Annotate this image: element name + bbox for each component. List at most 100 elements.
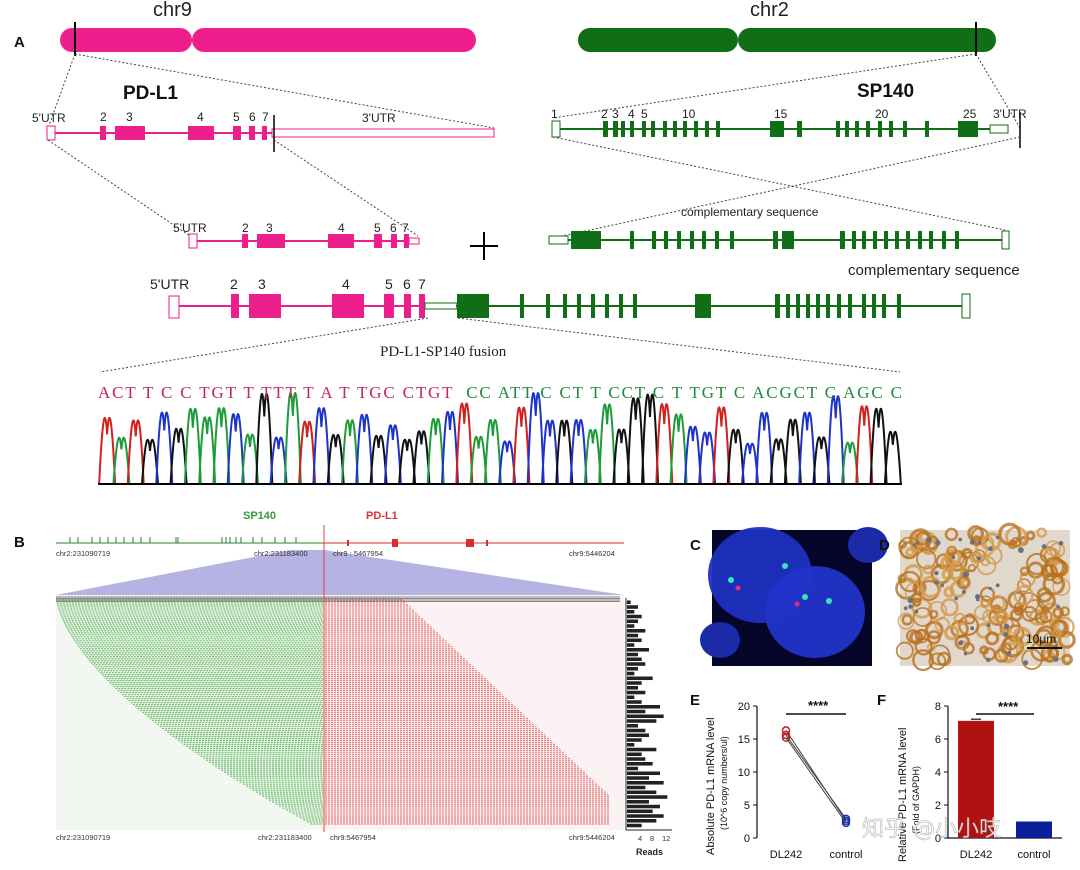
ihc-nucleus xyxy=(1056,604,1060,609)
reads-histogram-bar xyxy=(627,743,635,747)
ihc-cell-membrane xyxy=(912,649,935,672)
sp140-exon-label: 3 xyxy=(612,107,619,121)
ihc-nucleus xyxy=(934,570,939,576)
ihc-nucleus xyxy=(1053,656,1059,662)
pdl1-exon-label: 3 xyxy=(126,110,133,124)
b-bottom-coord: chr2:231183400 xyxy=(258,833,312,842)
b-reads-tick: 12 xyxy=(662,834,670,843)
reads-histogram-bar xyxy=(627,614,642,619)
chromatogram-peak xyxy=(455,402,474,485)
e-point-control xyxy=(841,818,851,828)
chr9-label: chr9 xyxy=(153,0,192,21)
ihc-cell-membrane xyxy=(897,612,915,630)
ihc-cell-membrane xyxy=(944,625,960,641)
e-y-tick-label: 10 xyxy=(738,767,750,779)
e-y-tick-label: 15 xyxy=(738,734,750,746)
middle-exon-label: 2 xyxy=(242,221,249,235)
e-pair-line xyxy=(785,737,847,824)
b-bottom-coord: chr9:5446204 xyxy=(569,833,615,842)
reads-histogram-bar xyxy=(627,686,638,690)
ihc-cell-membrane xyxy=(979,645,989,656)
f-y-tick-label: 4 xyxy=(935,767,941,779)
ihc-nucleus xyxy=(962,589,966,594)
panel-label-d: D xyxy=(879,537,890,554)
ihc-nucleus xyxy=(977,540,982,544)
reads-histogram-bar xyxy=(627,624,635,628)
e-ylabel-units: (10^6 copy numbers/ul) xyxy=(719,736,729,830)
reads-histogram-bar xyxy=(627,804,660,809)
ihc-cell-membrane xyxy=(1051,628,1063,639)
sp140-exon-label: 25 xyxy=(963,107,977,121)
ihc-nucleus xyxy=(935,540,941,546)
chromatogram-peak xyxy=(569,419,588,485)
ihc-cell-membrane xyxy=(924,620,944,640)
fusion-title: PD-L1-SP140 fusion xyxy=(380,344,507,360)
ihc-cell-membrane xyxy=(934,616,950,633)
ihc-cell-membrane xyxy=(922,564,934,575)
ihc-nucleus xyxy=(1041,544,1047,549)
chromatogram-peak xyxy=(255,393,274,485)
reads-histogram-bar xyxy=(627,638,642,643)
ihc-nucleus xyxy=(1023,660,1029,666)
e-ylabel: Absolute PD-L1 mRNA level xyxy=(705,717,717,855)
reads-histogram-bar xyxy=(627,605,638,609)
ihc-cell-membrane xyxy=(973,605,989,620)
chromatogram-peak xyxy=(741,442,759,485)
pdl1-exon-label: 6 xyxy=(249,110,256,124)
ihc-cell-membrane xyxy=(998,522,1022,546)
chromatogram-peak xyxy=(583,429,602,485)
reads-histogram-bar xyxy=(627,681,642,685)
ihc-nucleus xyxy=(963,652,968,656)
ihc-nucleus xyxy=(934,580,939,585)
ihc-cell-membrane xyxy=(1040,644,1059,663)
f-x-tick-label: control xyxy=(1017,849,1050,861)
ihc-cell-membrane xyxy=(912,607,933,627)
ihc-nucleus xyxy=(903,606,908,611)
f-ylabel-units: (Fold of GAPDH) xyxy=(911,766,921,834)
ihc-cell-membrane xyxy=(961,547,973,560)
reads-histogram-bar xyxy=(627,714,664,719)
fusion-exon-label: 3 xyxy=(258,276,266,292)
reads-histogram-bar xyxy=(627,643,635,647)
ihc-nucleus xyxy=(995,535,1000,539)
chromatogram-peak xyxy=(155,411,174,485)
ihc-cell-membrane xyxy=(899,570,921,593)
sp140-exon-label: 5 xyxy=(641,107,648,121)
reads-histogram-bar xyxy=(627,690,646,695)
ihc-nucleus xyxy=(976,556,981,561)
ihc-nucleus xyxy=(954,596,959,601)
panel-label-e: E xyxy=(690,692,700,709)
chromatogram-peak xyxy=(641,393,659,485)
reads-histogram-bar xyxy=(627,610,635,614)
chromatogram-peak xyxy=(869,407,888,485)
plus-sign xyxy=(470,232,498,260)
ihc-cell-membrane xyxy=(985,631,1000,646)
chromatogram-peak xyxy=(169,427,188,485)
chromatogram-peak xyxy=(683,425,702,485)
ihc-cell-membrane xyxy=(1013,585,1034,606)
fusion-5utr-label: 5'UTR xyxy=(150,276,189,292)
reads-histogram-bar xyxy=(627,814,664,818)
f-significance: **** xyxy=(998,699,1019,714)
pdl1-3utr-label: 3'UTR xyxy=(362,111,396,125)
reads-histogram-bar xyxy=(627,657,642,662)
sp140-exon-label: 4 xyxy=(628,107,635,121)
e-y-tick-label: 0 xyxy=(744,833,750,845)
b-pdl1-label: PD-L1 xyxy=(366,510,398,522)
f-x-tick-label: DL242 xyxy=(960,849,992,861)
panel-label-b: B xyxy=(14,534,25,551)
ihc-cell-membrane xyxy=(947,563,964,579)
ihc-nucleus xyxy=(958,640,964,646)
chromatogram-peak xyxy=(98,416,117,485)
ihc-cell-membrane xyxy=(1053,616,1075,638)
ihc-cell-membrane xyxy=(1028,608,1046,626)
ihc-cell-membrane xyxy=(1061,653,1073,666)
ihc-cell-membrane xyxy=(979,586,995,602)
ihc-nucleus xyxy=(940,583,945,588)
chromatogram-peak xyxy=(626,397,645,485)
ihc-cell-membrane xyxy=(909,630,924,645)
ihc-nucleus xyxy=(976,598,980,602)
f-y-tick-label: 6 xyxy=(935,734,941,746)
sp140-middle-model xyxy=(548,230,1010,250)
ihc-cell-membrane xyxy=(967,525,985,542)
